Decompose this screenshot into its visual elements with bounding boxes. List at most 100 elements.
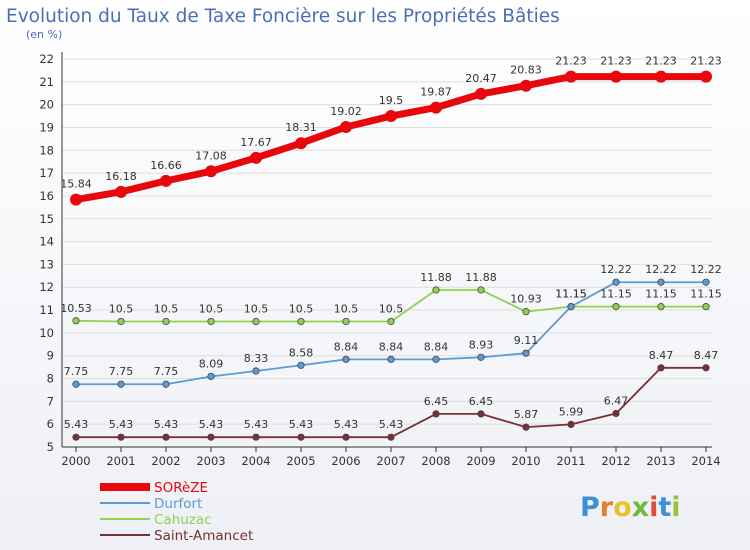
data-label: 10.5 (289, 302, 314, 315)
data-point (72, 380, 80, 388)
data-label: 5.43 (334, 418, 359, 431)
data-label: 7.75 (64, 365, 89, 378)
x-tick-label: 2011 (556, 454, 585, 468)
data-label: 11.15 (555, 288, 587, 301)
data-point (115, 185, 127, 198)
logo-letter: i (671, 492, 680, 523)
chart-subtitle: (en %) (26, 28, 62, 41)
x-tick-label: 2013 (646, 454, 675, 468)
x-tick-label: 2005 (286, 454, 315, 468)
data-point (522, 423, 530, 431)
data-point (160, 174, 172, 187)
data-label: 10.53 (60, 302, 92, 315)
data-label: 8.93 (469, 338, 494, 351)
data-label: 11.88 (420, 271, 452, 284)
data-point (207, 317, 215, 326)
data-point (297, 361, 305, 369)
data-label: 11.15 (645, 288, 677, 301)
data-label: 16.66 (150, 159, 182, 172)
data-label: 11.15 (555, 288, 587, 301)
data-label: 8.84 (334, 340, 359, 353)
x-tick-label: 2000 (61, 454, 90, 468)
data-label: 10.5 (244, 302, 269, 315)
legend-label: SORèZE (154, 480, 208, 496)
data-point (477, 410, 485, 418)
data-label: 5.87 (514, 408, 539, 421)
y-tick-label: 22 (39, 52, 54, 66)
data-label: 12.22 (645, 263, 677, 276)
data-label: 8.84 (379, 340, 404, 353)
data-point (520, 79, 532, 92)
data-label: 19.5 (379, 94, 404, 107)
data-point (250, 151, 262, 164)
data-label: 20.83 (510, 64, 542, 77)
data-label: 21.23 (555, 55, 587, 68)
x-tick-label: 2007 (376, 454, 405, 468)
data-label: 11.88 (465, 271, 497, 284)
x-tick-label: 2001 (106, 454, 135, 468)
y-tick-label: 5 (47, 440, 54, 454)
x-tick-label: 2012 (601, 454, 630, 468)
data-label: 5.43 (244, 418, 269, 431)
data-label: 12.22 (690, 263, 722, 276)
data-label: 8.58 (289, 346, 314, 359)
data-label: 21.23 (645, 55, 677, 68)
data-point (700, 70, 712, 83)
data-point (567, 303, 575, 311)
data-label: 9.11 (514, 334, 539, 347)
data-label: 10.5 (199, 302, 224, 315)
x-tick-label: 2006 (331, 454, 360, 468)
data-label: 8.09 (199, 357, 224, 370)
data-label: 10.5 (109, 302, 134, 315)
data-label: 7.75 (154, 365, 179, 378)
data-point (522, 308, 530, 316)
data-point (117, 380, 125, 388)
data-label: 6.45 (469, 395, 494, 408)
data-point (657, 364, 665, 372)
y-tick-label: 18 (39, 143, 54, 157)
data-point (655, 70, 667, 83)
logo-letter: i (649, 492, 658, 523)
y-tick-label: 13 (39, 257, 54, 271)
data-label: 11.15 (600, 288, 632, 301)
data-labels: 5.43 5.43 5.43 5.43 5.43 5.43 5.43 5.43 6.45 6.45… (60, 55, 722, 432)
y-tick-label: 17 (39, 166, 54, 180)
data-label: 10.93 (510, 293, 542, 306)
data-point (657, 278, 665, 286)
data-label: 10.5 (154, 302, 179, 315)
data-point (72, 317, 80, 325)
data-point (475, 87, 487, 100)
data-point (252, 433, 260, 441)
y-tick-label: 8 (47, 372, 54, 386)
data-label: 8.84 (424, 340, 449, 353)
data-label: 6.47 (604, 394, 629, 407)
axes: 5 6 7 8 9 10 11 12 13 14 15 16 17 18 19 20 21 22 2000 2001 2… (39, 52, 721, 468)
data-point (612, 409, 620, 418)
data-label: 21.23 (600, 55, 632, 68)
x-tick-label: 2014 (691, 454, 720, 468)
data-label: 19.87 (420, 86, 452, 99)
data-point (610, 70, 622, 83)
y-tick-label: 7 (47, 394, 54, 408)
proxiti-logo: Proxiti (580, 492, 681, 523)
data-label: 17.67 (240, 136, 272, 149)
data-point (477, 286, 485, 294)
data-point (207, 372, 215, 381)
x-tick-label: 2010 (511, 454, 540, 468)
data-point (702, 303, 710, 311)
data-point (432, 410, 440, 418)
series-lines (70, 70, 712, 441)
y-tick-label: 15 (39, 212, 54, 226)
data-label: 5.43 (154, 418, 179, 431)
data-point (162, 433, 170, 441)
data-label: 8.47 (649, 349, 674, 362)
data-label: 8.47 (694, 349, 719, 362)
data-label: 5.43 (289, 418, 314, 431)
data-point (70, 193, 82, 206)
data-point (342, 317, 350, 326)
logo-letter: P (580, 492, 600, 523)
data-label: 5.43 (379, 418, 404, 431)
data-point (565, 70, 577, 83)
data-point (567, 420, 575, 429)
